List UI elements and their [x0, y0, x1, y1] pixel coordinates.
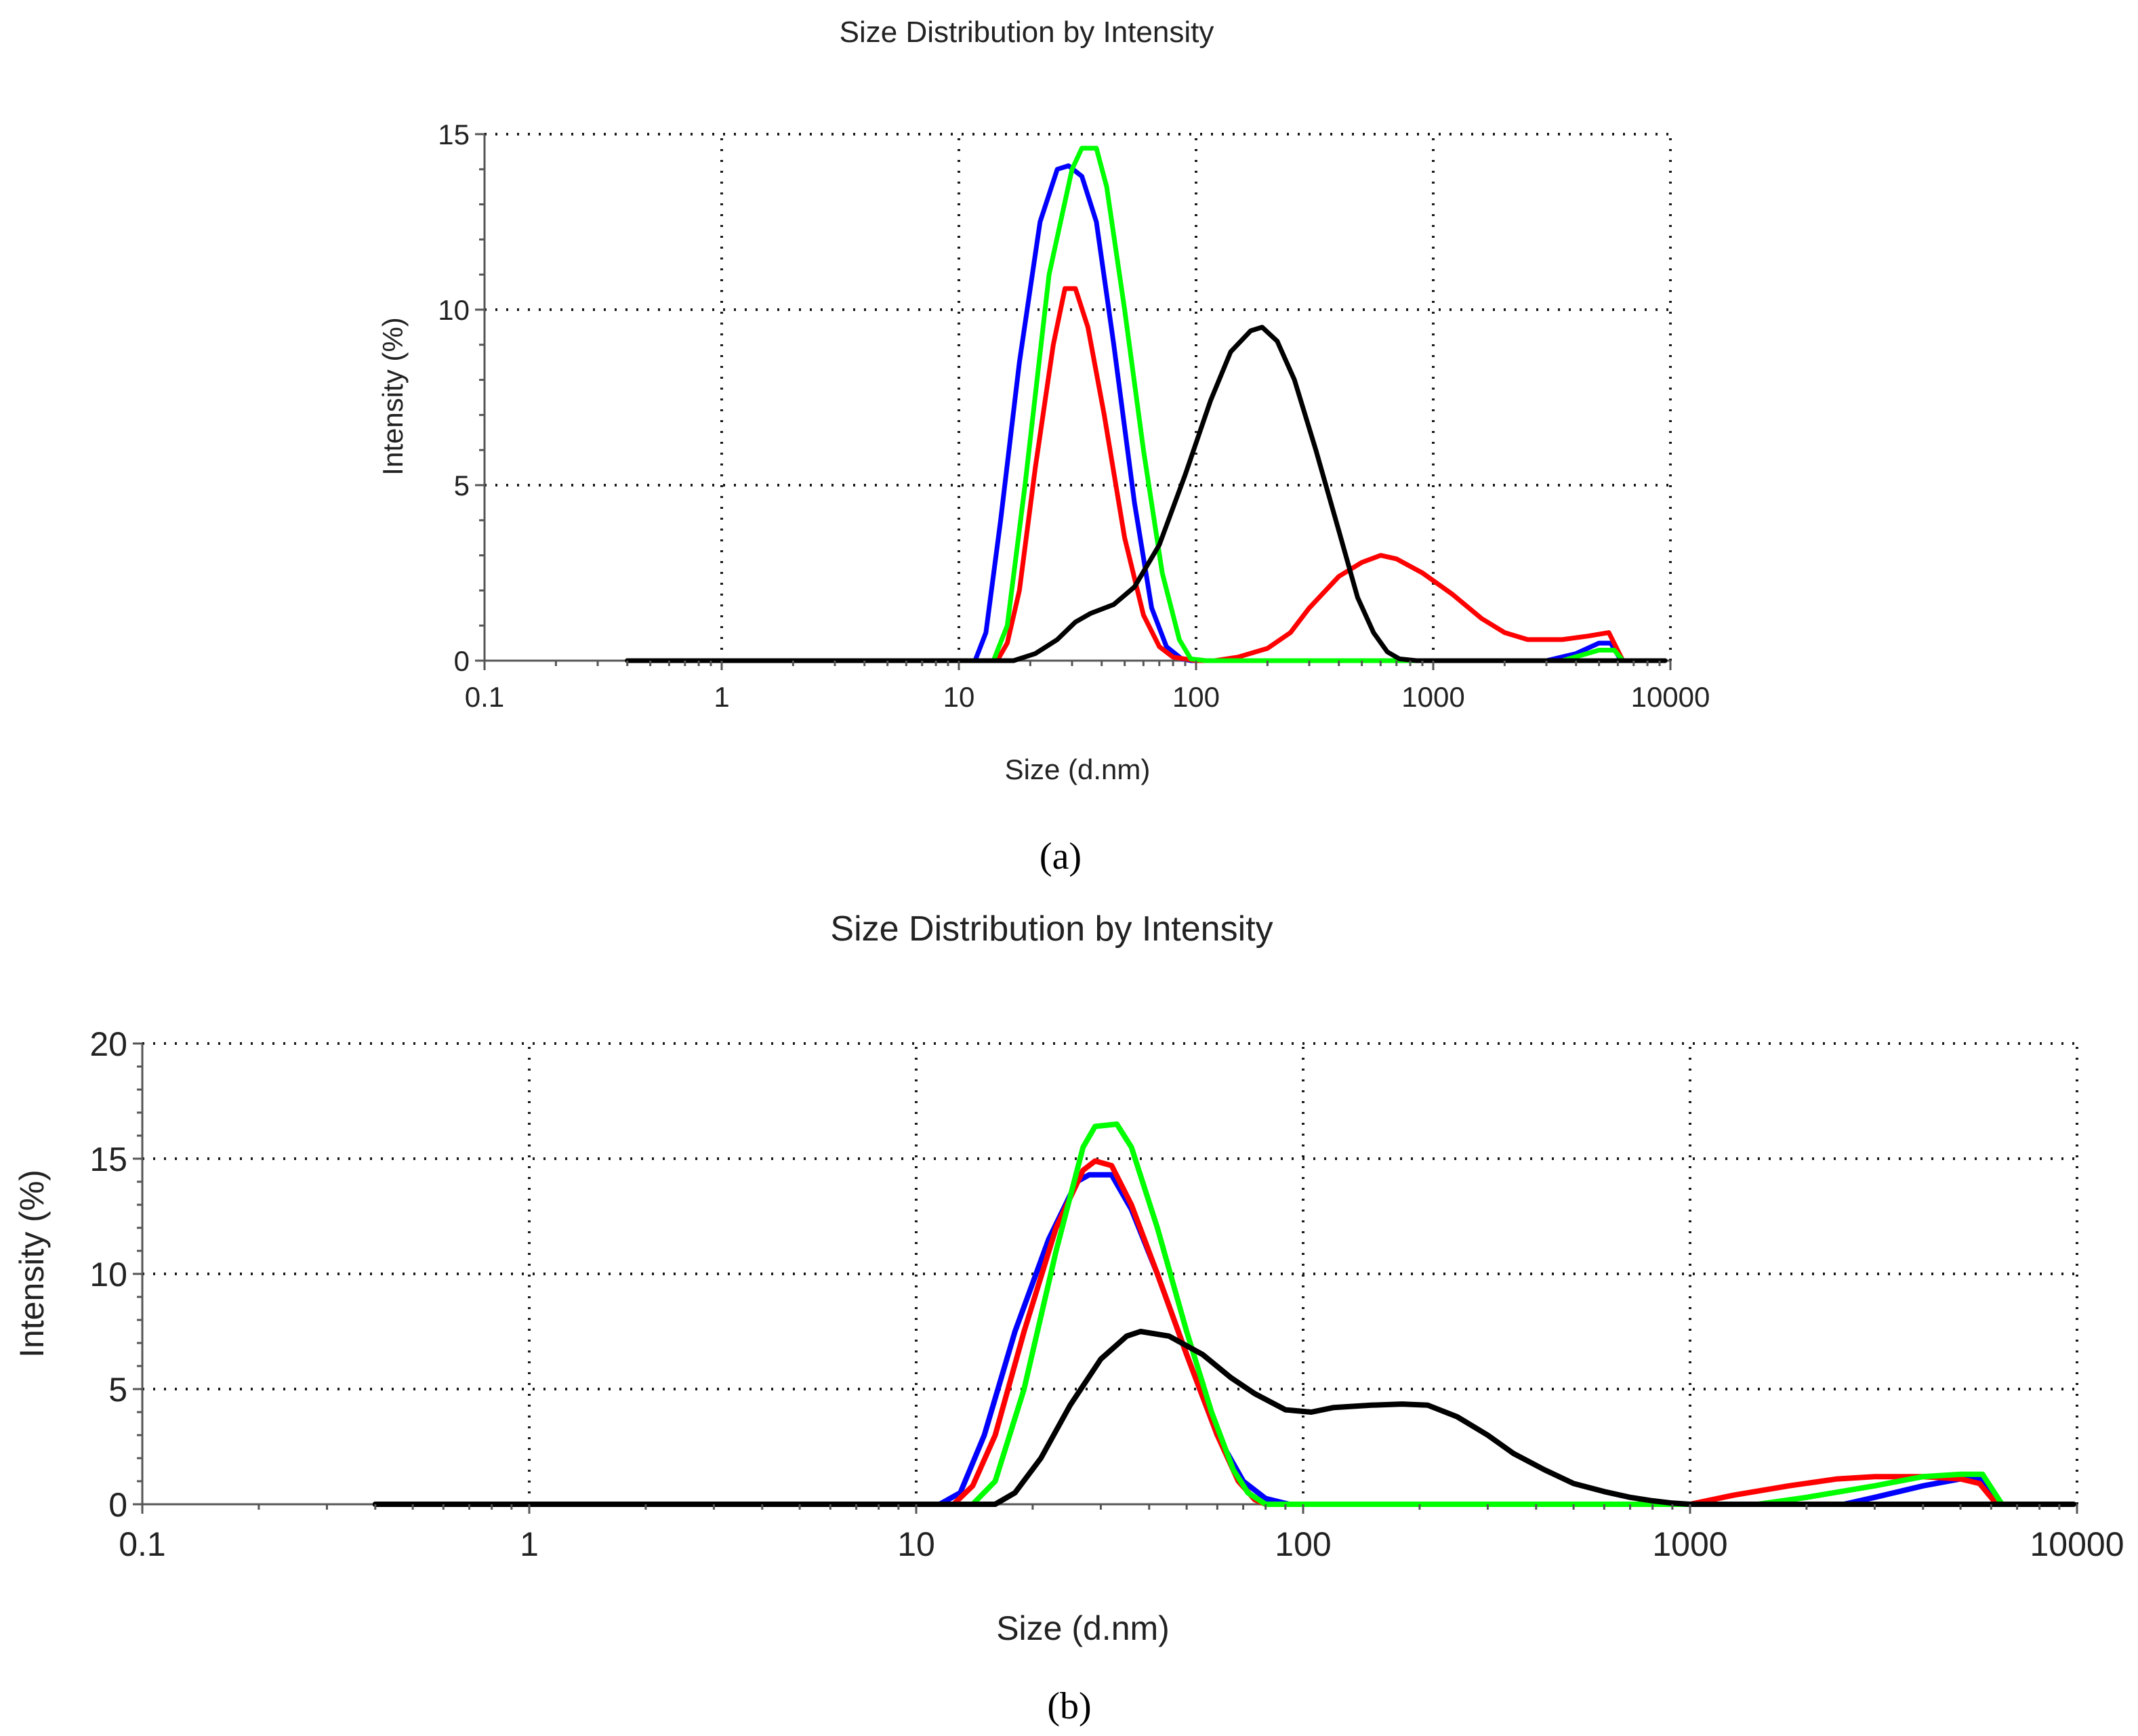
- series-line-red: [372, 1158, 2000, 1507]
- series-line-black: [372, 1329, 2076, 1507]
- chart-b-grid: [142, 1042, 2078, 1504]
- chart-a-title: Size Distribution by Intensity: [840, 16, 1214, 49]
- x-tick-label: 100: [1172, 681, 1220, 713]
- chart-a-x-ticks: 0.1 1 10 100 1000 10000: [465, 661, 1710, 713]
- y-tick-label: 15: [438, 119, 470, 150]
- series-line-black: [625, 325, 1668, 663]
- chart-a-panel-label: (a): [1040, 835, 1082, 877]
- x-tick-label: 0.1: [119, 1525, 166, 1563]
- y-tick-label: 5: [454, 470, 470, 501]
- chart-a-axes: [483, 134, 1670, 662]
- chart-b-panel-label: (b): [1047, 1685, 1091, 1727]
- chart-panel-b: Size Distribution by Intensity 0.1 1 10 100…: [13, 909, 2124, 1727]
- y-tick-label: 10: [89, 1256, 127, 1294]
- y-tick-label: 15: [89, 1140, 127, 1178]
- y-tick-label: 10: [438, 294, 470, 326]
- chart-panel-a: Size Distribution by Intensity 0.1 1 10 100…: [377, 16, 1710, 877]
- chart-b-series: [372, 1121, 2076, 1507]
- x-tick-label: 1000: [1652, 1525, 1727, 1563]
- chart-b-x-ticks: 0.1 1 10 100 1000 10000: [119, 1504, 2124, 1563]
- x-tick-label: 10: [943, 681, 975, 713]
- y-tick-label: 5: [108, 1371, 127, 1409]
- x-tick-label: 10000: [2030, 1525, 2124, 1563]
- series-line-blue: [625, 163, 1624, 663]
- chart-b-axes: [141, 1043, 2077, 1506]
- chart-b-y-axis-label: Intensity (%): [13, 1170, 51, 1358]
- chart-a-y-ticks: 0 5 10 15: [438, 119, 485, 677]
- chart-a-series: [625, 146, 1668, 663]
- x-tick-label: 1: [520, 1525, 539, 1563]
- x-tick-label: 1: [714, 681, 729, 713]
- x-tick-label: 100: [1275, 1525, 1331, 1563]
- y-tick-label: 20: [89, 1025, 127, 1063]
- chart-a-grid: [485, 133, 1672, 661]
- chart-a-y-axis-label: Intensity (%): [377, 317, 409, 475]
- x-tick-label: 0.1: [465, 681, 504, 713]
- x-tick-label: 10000: [1631, 681, 1710, 713]
- x-tick-label: 10: [897, 1525, 935, 1563]
- series-line-green: [372, 1121, 2005, 1507]
- chart-b-x-axis-label: Size (d.nm): [996, 1609, 1170, 1647]
- series-line-red: [625, 286, 1626, 663]
- x-tick-label: 1000: [1401, 681, 1464, 713]
- y-tick-label: 0: [108, 1486, 127, 1524]
- y-tick-label: 0: [454, 645, 470, 677]
- chart-a-x-axis-label: Size (d.nm): [1005, 753, 1151, 785]
- series-line-green: [625, 146, 1626, 663]
- chart-b-y-ticks: 0 5 10 15 20: [89, 1025, 142, 1524]
- chart-b-title: Size Distribution by Intensity: [830, 909, 1273, 949]
